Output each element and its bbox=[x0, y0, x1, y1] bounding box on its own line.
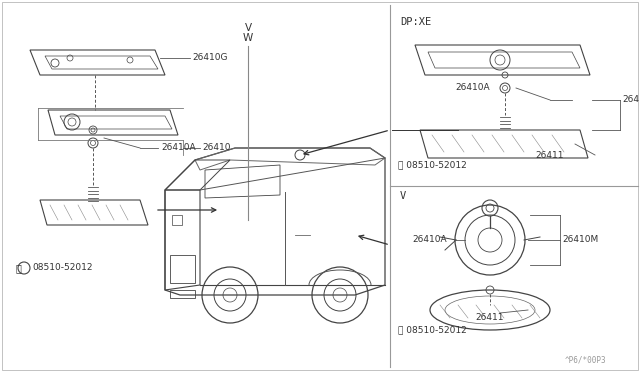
Text: Ⓢ 08510-52012: Ⓢ 08510-52012 bbox=[398, 160, 467, 170]
Text: W: W bbox=[243, 33, 253, 43]
Text: 08510-52012: 08510-52012 bbox=[32, 263, 93, 273]
Text: DP:XE: DP:XE bbox=[400, 17, 431, 27]
Text: 26410M: 26410M bbox=[622, 96, 640, 105]
Text: 26411: 26411 bbox=[535, 151, 563, 160]
Text: 26410A: 26410A bbox=[412, 235, 447, 244]
Text: ^P6/*00P3: ^P6/*00P3 bbox=[565, 356, 607, 365]
Bar bbox=[170, 255, 195, 283]
Text: 26410A: 26410A bbox=[161, 144, 196, 153]
Bar bbox=[170, 290, 195, 298]
Text: Ⓢ: Ⓢ bbox=[15, 263, 21, 273]
Text: 26410A: 26410A bbox=[455, 83, 490, 93]
Text: 26410M: 26410M bbox=[562, 235, 598, 244]
Bar bbox=[172, 215, 182, 225]
Text: Ⓢ 08510-52012: Ⓢ 08510-52012 bbox=[398, 326, 467, 334]
Text: 26411: 26411 bbox=[475, 314, 504, 323]
Text: 26410: 26410 bbox=[202, 144, 230, 153]
Text: V: V bbox=[244, 23, 252, 33]
Text: 26410G: 26410G bbox=[192, 54, 227, 62]
Text: V: V bbox=[400, 191, 406, 201]
